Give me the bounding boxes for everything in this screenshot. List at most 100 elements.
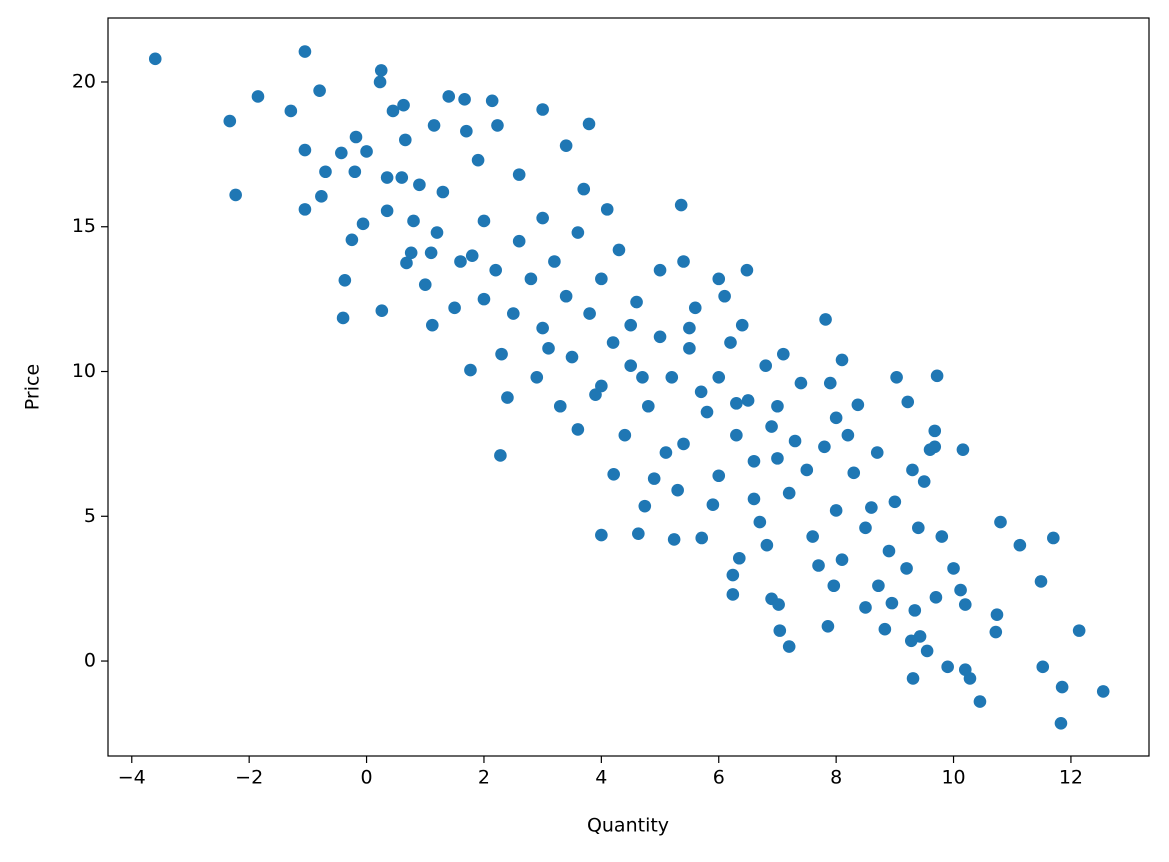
point [740, 263, 754, 277]
point [397, 98, 410, 112]
point [818, 440, 831, 454]
point [477, 292, 491, 306]
point [638, 499, 652, 513]
point [336, 311, 350, 325]
point [356, 217, 370, 231]
x-tick-label: 2 [478, 767, 490, 789]
point [788, 434, 802, 448]
point [338, 274, 352, 287]
point [683, 342, 696, 355]
point [906, 672, 920, 685]
point [577, 182, 591, 196]
point [1047, 531, 1060, 545]
point [821, 619, 835, 633]
point [284, 104, 298, 118]
point [908, 604, 922, 617]
point [747, 454, 761, 468]
point [395, 171, 409, 184]
x-tick-label: −4 [118, 767, 146, 789]
point [491, 119, 504, 132]
point [760, 538, 774, 552]
point [647, 472, 661, 485]
point [298, 143, 312, 157]
point [726, 588, 740, 601]
point [773, 624, 787, 637]
point [460, 124, 473, 138]
point [994, 515, 1007, 529]
point [718, 289, 731, 303]
y-tick-label: 20 [72, 70, 96, 92]
point [400, 256, 413, 270]
y-tick-label: 10 [72, 360, 96, 382]
point [404, 246, 418, 260]
point [485, 94, 499, 108]
point [375, 304, 389, 318]
point [865, 501, 878, 514]
point [829, 504, 843, 517]
point [454, 255, 467, 268]
point [885, 596, 899, 610]
point [841, 428, 855, 442]
point [548, 255, 561, 268]
point [477, 214, 491, 228]
point [765, 420, 778, 433]
point [464, 363, 477, 377]
point [335, 146, 348, 160]
point [559, 139, 573, 152]
point [759, 359, 773, 373]
point [524, 272, 538, 286]
point [730, 397, 743, 410]
point [430, 226, 444, 239]
point [882, 544, 896, 558]
x-tick-label: −2 [235, 767, 263, 789]
point [1036, 660, 1050, 674]
point [298, 203, 312, 216]
point [512, 168, 526, 181]
point [589, 388, 602, 401]
point [251, 90, 265, 103]
point [1055, 680, 1069, 694]
x-tick-label: 12 [1059, 767, 1083, 789]
y-axis-label: Price [22, 364, 44, 410]
point [360, 145, 373, 158]
point [653, 330, 667, 344]
point [583, 307, 596, 320]
point [872, 579, 885, 593]
point [929, 591, 943, 604]
point [958, 598, 972, 611]
point [348, 165, 362, 179]
point [928, 424, 942, 438]
x-tick-label: 10 [941, 767, 965, 789]
point [436, 185, 450, 199]
point [851, 398, 865, 412]
point [888, 495, 902, 509]
point [694, 385, 708, 399]
point [677, 255, 690, 268]
point [847, 466, 861, 480]
point [427, 119, 441, 132]
point [495, 347, 508, 361]
point [835, 353, 849, 367]
point [683, 321, 696, 335]
point [859, 521, 872, 535]
point [772, 598, 785, 611]
point [973, 695, 987, 708]
point [636, 371, 649, 384]
x-tick-label: 0 [361, 767, 373, 789]
point [930, 369, 944, 383]
point [920, 644, 934, 658]
plot-frame [107, 17, 1150, 757]
point [399, 133, 412, 147]
point [900, 562, 913, 575]
point [489, 263, 502, 277]
point [373, 75, 387, 89]
point [912, 521, 925, 535]
point [712, 469, 726, 483]
point [935, 530, 949, 543]
point [1054, 716, 1068, 730]
point [674, 198, 688, 212]
point [607, 467, 620, 481]
point [730, 428, 743, 442]
point [958, 663, 972, 677]
